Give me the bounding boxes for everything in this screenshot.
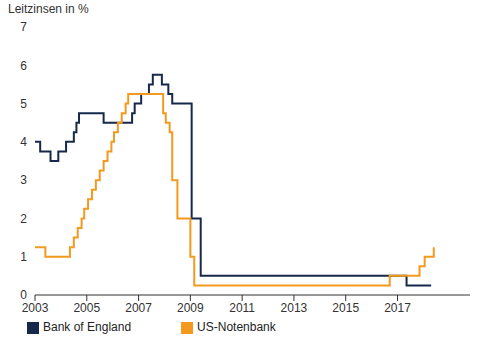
svg-text:6: 6	[20, 59, 27, 73]
svg-text:3: 3	[20, 173, 27, 187]
svg-text:2007: 2007	[125, 301, 152, 315]
svg-text:2015: 2015	[332, 301, 359, 315]
svg-text:2: 2	[20, 212, 27, 226]
svg-text:5: 5	[20, 97, 27, 111]
svg-text:2013: 2013	[281, 301, 308, 315]
svg-text:2011: 2011	[229, 301, 255, 315]
svg-text:7: 7	[20, 20, 27, 34]
html-text:US-Notenbank: US-Notenbank	[197, 320, 276, 334]
svg-text:2017: 2017	[384, 301, 411, 315]
html-text:Bank of England: Bank of England	[43, 320, 132, 334]
svg-text:0: 0	[20, 288, 27, 302]
svg-text:2005: 2005	[73, 301, 100, 315]
svg-text:4: 4	[20, 135, 27, 149]
svg-text:2009: 2009	[177, 301, 204, 315]
svg-text:2003: 2003	[22, 301, 49, 315]
html-text:Leitzinsen in %: Leitzinsen in %	[8, 2, 89, 16]
svg-text:1: 1	[20, 250, 27, 264]
